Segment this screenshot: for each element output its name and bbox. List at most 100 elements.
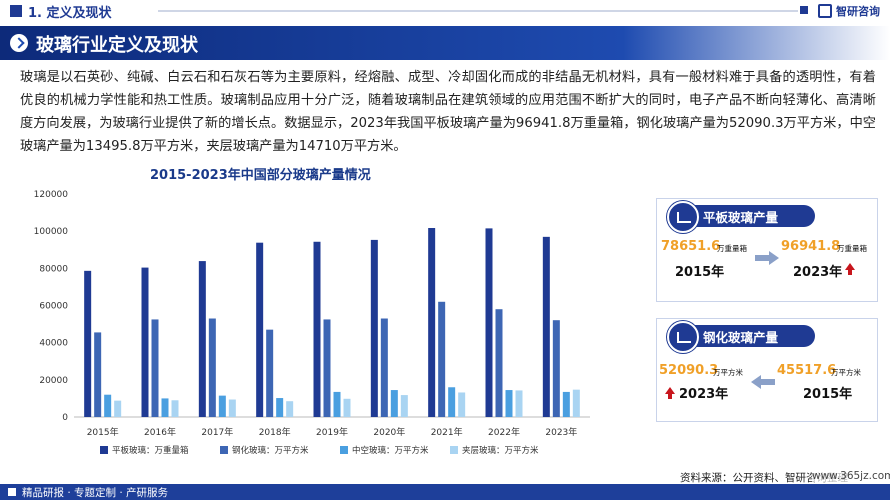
bar (438, 301, 446, 417)
footer-square-icon (8, 488, 16, 496)
bar (572, 389, 580, 417)
section-title: 1. 定义及现状 (28, 6, 112, 21)
card-title: 平板玻璃产量 (703, 210, 779, 225)
bar (323, 319, 331, 417)
legend-label: 夹层玻璃：万平方米 (462, 445, 539, 456)
chart-growth-icon (667, 321, 699, 353)
card-left-unit: 万平方米 (713, 368, 743, 377)
card-left-year: 2015年 (675, 265, 725, 280)
header-square-icon (800, 6, 808, 14)
section-marker-icon (10, 5, 22, 17)
bar (171, 400, 179, 417)
bar (151, 319, 159, 417)
bar (428, 228, 436, 417)
card-left-value: 52090.3 (659, 363, 719, 378)
bar (114, 400, 122, 417)
legend-swatch (340, 446, 348, 454)
footer-slogan: 精品研报 · 专题定制 · 产研服务 (22, 487, 169, 499)
flat-glass-card: 平板玻璃产量 78651.6 万重量箱 2015年 96941.8 万重量箱 2… (656, 198, 878, 302)
header-rule (158, 10, 798, 12)
bar (141, 267, 149, 417)
legend-swatch (450, 446, 458, 454)
bar (104, 394, 112, 417)
card-left-unit: 万重量箱 (717, 244, 747, 253)
title-banner: 玻璃行业定义及现状 (0, 26, 890, 60)
bar (562, 391, 570, 417)
bar (94, 332, 102, 417)
bar (542, 236, 550, 417)
bottom-bar: 精品研报 · 专题定制 · 产研服务 (0, 484, 890, 500)
bar (198, 261, 206, 417)
top-bar: 1. 定义及现状 智研咨询 (0, 0, 890, 22)
brand-name: 智研咨询 (836, 5, 880, 18)
bar (286, 401, 294, 417)
bar (448, 387, 456, 417)
card-title: 钢化玻璃产量 (703, 330, 779, 345)
bar (208, 318, 216, 417)
card-right-unit: 万平方米 (831, 368, 861, 377)
y-tick-label: 0 (62, 413, 68, 423)
bar (266, 329, 274, 417)
bar (380, 318, 388, 417)
y-tick-label: 40000 (39, 339, 68, 349)
tempered-glass-card: 钢化玻璃产量 52090.3 万平方米 2023年 45517.6 万平方米 2… (656, 318, 878, 422)
bar (218, 395, 226, 417)
bar-chart: 0 20000 40000 60000 80000 100000 120000 2015年 20… (34, 190, 590, 456)
chevron-right-icon (10, 34, 28, 52)
legend-label: 中空玻璃：万平方米 (352, 445, 429, 456)
bar (84, 270, 92, 417)
card-right-year: 2015年 (803, 387, 853, 402)
y-tick-label: 100000 (34, 227, 69, 237)
bar (390, 390, 398, 417)
x-tick-label: 2017年 (201, 426, 233, 438)
bar (313, 241, 321, 417)
legend-swatch (220, 446, 228, 454)
card-header (695, 325, 815, 347)
x-tick-label: 2018年 (259, 426, 291, 438)
x-tick-label: 2020年 (373, 426, 405, 438)
x-tick-label: 2019年 (316, 426, 348, 438)
legend-swatch (100, 446, 108, 454)
y-tick-label: 80000 (39, 264, 68, 274)
arrow-left-icon (751, 375, 775, 389)
card-right-value: 96941.8 (781, 239, 841, 254)
legend-label: 钢化玻璃：万平方米 (232, 445, 309, 456)
arrow-right-icon (755, 251, 779, 265)
intro-paragraph: 玻璃是以石英砂、纯碱、白云石和石灰石等为主要原料，经熔融、成型、冷却固化而成的非… (20, 70, 876, 154)
bar (552, 320, 560, 417)
bar (370, 239, 378, 417)
x-tick-label: 2023年 (545, 426, 577, 438)
chart-title: 2015-2023年中国部分玻璃产量情况 (150, 168, 371, 183)
bar (458, 392, 466, 417)
card-right-unit: 万重量箱 (837, 244, 867, 253)
card-left-year: 2023年 (679, 387, 729, 402)
card-left-value: 78651.6 (661, 239, 721, 254)
data-source: 资料来源：公开资料、智研咨询整理 (680, 472, 848, 484)
card-right-year: 2023年 (793, 265, 843, 280)
bar (161, 398, 169, 417)
y-tick-label: 60000 (39, 302, 68, 312)
bar (343, 398, 351, 417)
x-tick-label: 2016年 (144, 426, 176, 438)
banner-title: 玻璃行业定义及现状 (36, 35, 198, 56)
bar (333, 391, 341, 417)
bar (276, 398, 284, 417)
bar (400, 395, 408, 417)
x-tick-label: 2021年 (431, 426, 463, 438)
bar (256, 242, 264, 417)
legend-label: 平板玻璃：万重量箱 (112, 445, 189, 456)
bar (515, 390, 523, 417)
chart-growth-icon (667, 201, 699, 233)
bar (495, 309, 503, 417)
bar (228, 399, 236, 417)
bar (505, 390, 513, 417)
x-tick-label: 2022年 (488, 426, 520, 438)
card-right-value: 45517.6 (777, 363, 837, 378)
y-tick-label: 20000 (39, 376, 68, 386)
card-header (695, 205, 815, 227)
y-tick-label: 120000 (34, 190, 69, 200)
watermark-text: www.365jz.com (812, 470, 890, 482)
brand-logo-icon (818, 4, 832, 18)
bar (485, 228, 493, 417)
x-tick-label: 2015年 (87, 426, 119, 438)
